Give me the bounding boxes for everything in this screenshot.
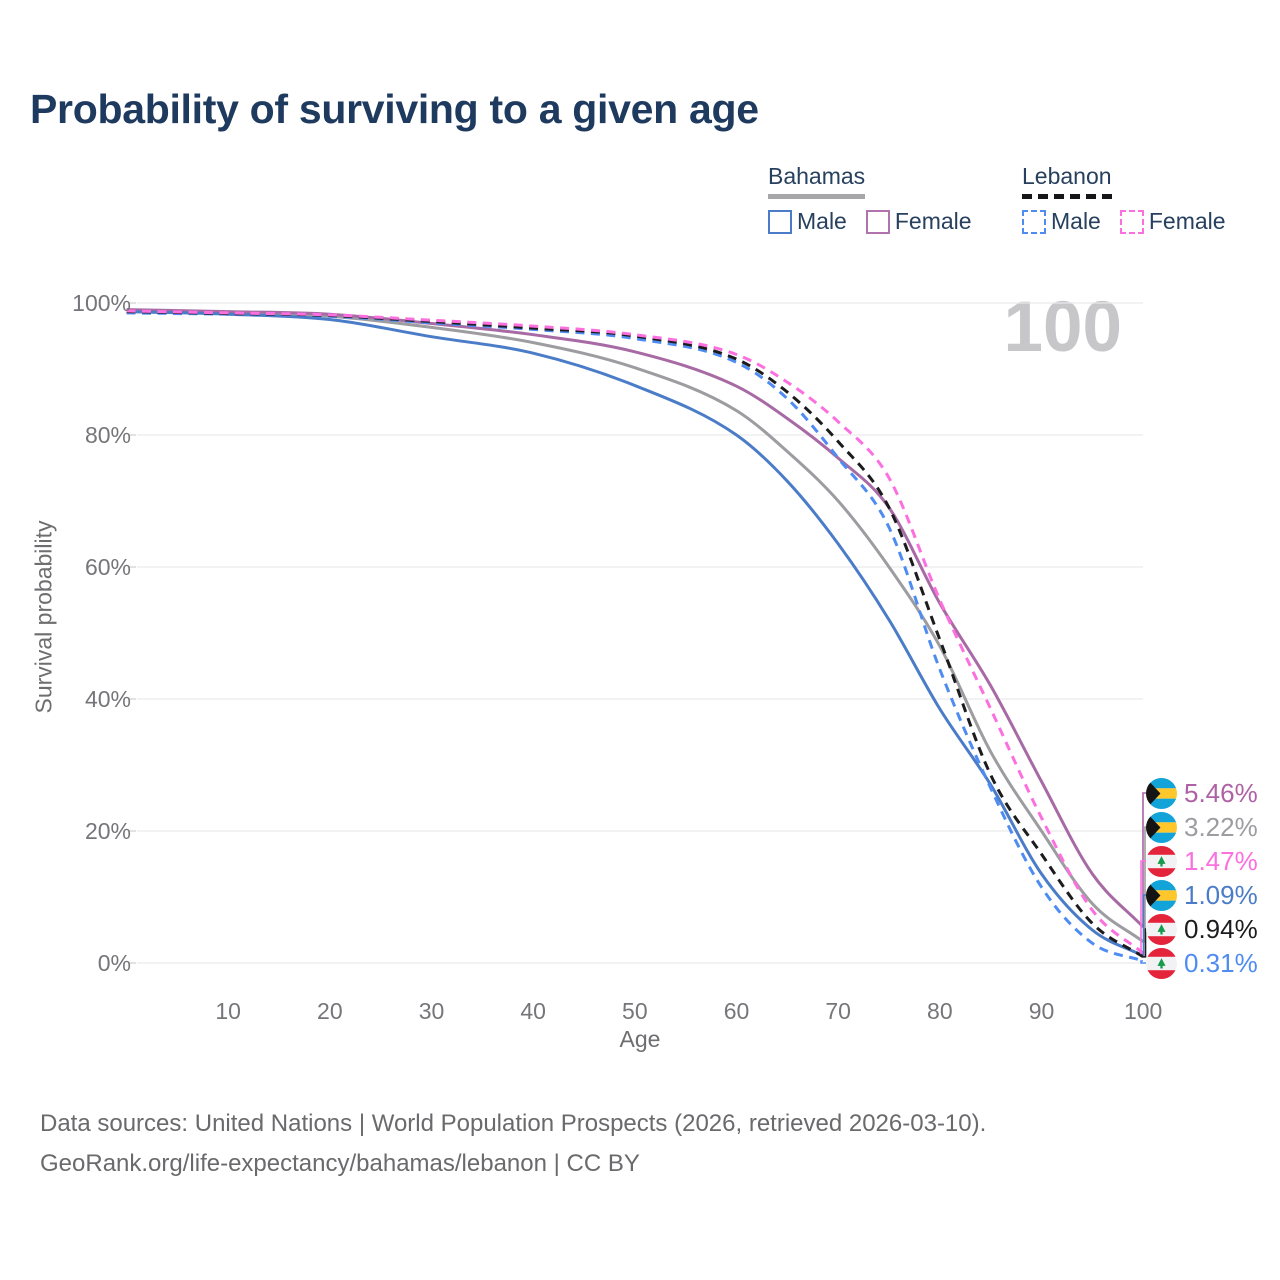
legend-country-lebanon[interactable]: Lebanon	[1022, 163, 1112, 199]
legend-swatch-bahamas-female	[865, 209, 890, 234]
end-label-connector-lebanon-both	[1143, 928, 1147, 958]
bahamas-flag-icon	[1146, 777, 1177, 809]
end-label-bahamas-both: 3.22%	[1146, 810, 1258, 844]
end-label-connector-lebanon-female	[1140, 860, 1146, 955]
bahamas-flag-icon	[1146, 879, 1177, 911]
curve-bahamas-both[interactable]	[126, 308, 1145, 943]
curve-bahamas-female[interactable]	[126, 308, 1145, 929]
lebanon-flag-icon	[1146, 913, 1177, 945]
legend-group-lebanon: Lebanon Male Female	[1022, 163, 1245, 235]
x-tick-label-10: 10	[215, 998, 241, 1024]
end-label-lebanon-female: 1.47%	[1146, 844, 1258, 878]
end-label-bahamas-female: 5.46%	[1146, 776, 1258, 810]
end-label-value: 0.31%	[1184, 947, 1258, 978]
legend-item-lebanon-female[interactable]: Female	[1119, 208, 1226, 235]
footer-data-sources: Data sources: United Nations | World Pop…	[40, 1110, 987, 1137]
y-tick-label-100%: 100%	[72, 290, 131, 316]
bahamas-flag-icon	[1146, 811, 1177, 843]
y-tick-label-60%: 60%	[84, 554, 131, 580]
x-tick-label-90: 90	[1028, 998, 1055, 1024]
end-label-bahamas-male: 1.09%	[1146, 878, 1258, 912]
lebanon-flag-icon	[1146, 947, 1177, 979]
curve-lebanon-male[interactable]	[126, 311, 1144, 963]
x-tick-label-80: 80	[927, 998, 953, 1024]
x-tick-label-40: 40	[520, 998, 546, 1024]
curve-bahamas-male[interactable]	[126, 310, 1144, 958]
end-label-connector-bahamas-male	[1142, 894, 1146, 957]
end-label-value: 1.47%	[1184, 845, 1258, 876]
age-100-watermark: 100	[1003, 288, 1122, 367]
legend-item-lebanon-male[interactable]: Male	[1022, 208, 1101, 235]
y-axis-title: Survival probability	[30, 520, 57, 714]
y-tick-label-40%: 40%	[84, 686, 131, 712]
x-tick-label-30: 30	[418, 998, 445, 1024]
end-label-lebanon-male: 0.31%	[1146, 946, 1258, 980]
legend-item-bahamas-male[interactable]: Male	[768, 208, 847, 235]
x-axis-title: Age	[619, 1026, 661, 1052]
legend-swatch-bahamas-male	[768, 209, 792, 234]
lebanon-flag-icon	[1146, 845, 1177, 877]
x-tick-label-70: 70	[825, 998, 851, 1024]
y-tick-label-20%: 20%	[84, 818, 131, 844]
curve-lebanon-female[interactable]	[126, 309, 1145, 955]
y-tick-label-0%: 0%	[97, 950, 131, 976]
x-tick-label-100: 100	[1123, 998, 1163, 1024]
legend-swatch-lebanon-male	[1022, 209, 1046, 234]
legend-country-bahamas[interactable]: Bahamas	[768, 163, 866, 199]
x-tick-label-50: 50	[622, 998, 648, 1024]
end-label-value: 1.09%	[1184, 879, 1258, 910]
end-label-lebanon-both: 0.94%	[1146, 912, 1258, 946]
x-tick-label-60: 60	[723, 998, 750, 1024]
legend-item-bahamas-female[interactable]: Female	[865, 208, 972, 235]
legend-label: Male	[797, 208, 847, 234]
end-label-connector-bahamas-female	[1142, 792, 1146, 927]
end-label-value: 3.22%	[1184, 811, 1258, 842]
footer-url: GeoRank.org/life-expectancy/bahamas/leba…	[40, 1150, 640, 1177]
y-tick-label-80%: 80%	[84, 422, 131, 448]
legend-label: Female	[1148, 208, 1226, 234]
legend-group-bahamas: Bahamas Male Female	[768, 163, 991, 235]
legend-swatch-lebanon-female	[1119, 209, 1144, 234]
x-tick-label-20: 20	[317, 998, 343, 1024]
end-label-value: 0.94%	[1184, 913, 1258, 944]
curve-lebanon-both[interactable]	[126, 310, 1145, 959]
legend-label: Male	[1051, 208, 1101, 234]
end-label-value: 5.46%	[1184, 777, 1258, 808]
end-label-connector-lebanon-male	[1140, 960, 1146, 964]
legend-label: Female	[894, 208, 972, 234]
footer: Data sources: United Nations | World Pop…	[40, 1104, 986, 1184]
page-title: Probability of surviving to a given age	[30, 86, 759, 132]
